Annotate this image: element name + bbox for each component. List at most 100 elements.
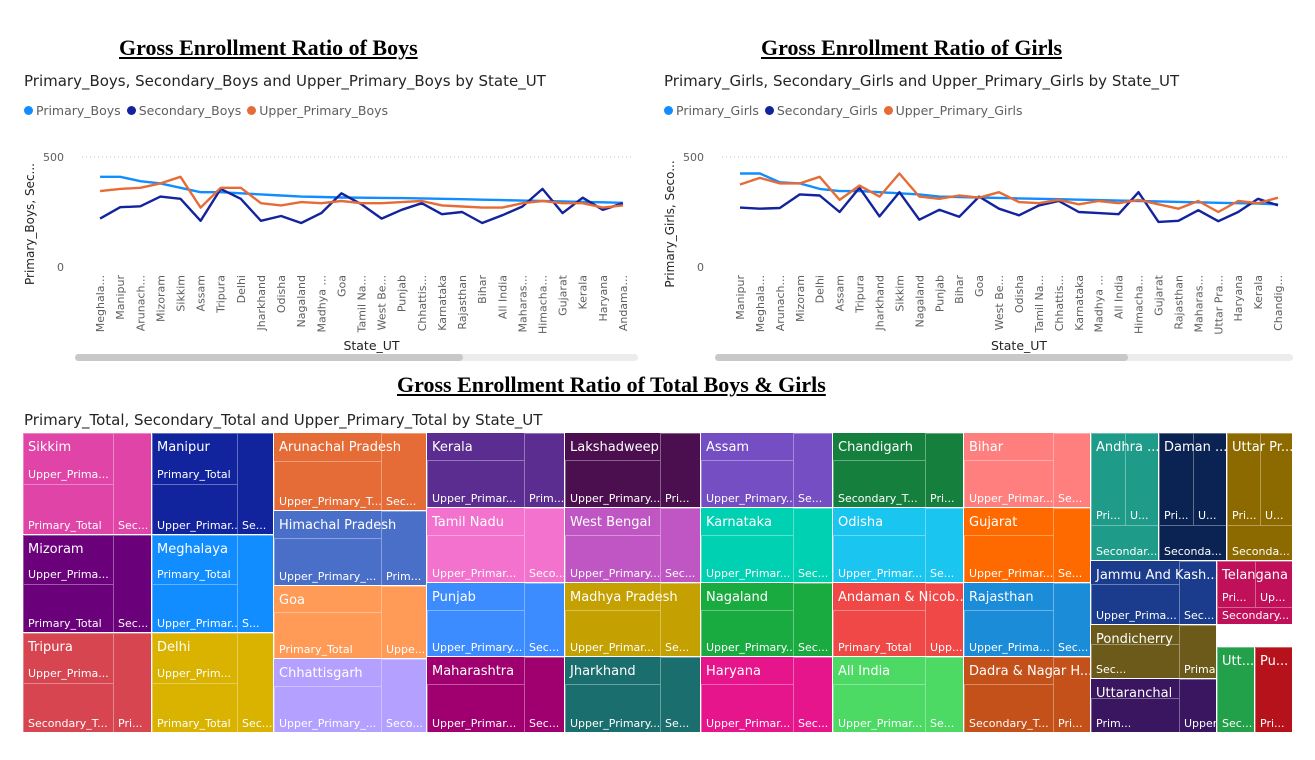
treemap-tile-nagaland[interactable]: Upper_Primary... Sec... Nagaland (701, 583, 833, 657)
girls-line-chart[interactable]: 0 500 Primary_Girls, Seco... Manipur Meghala… (660, 135, 1300, 360)
treemap-tile-madhya-pradesh[interactable]: Upper_Primar... Se... Madhya Pradesh (565, 583, 701, 657)
treemap-tile-himachal-pradesh[interactable]: Upper_Primary_... Prim... Himachal Pradesh (274, 511, 427, 586)
treemap-tile-all-india[interactable]: Upper_Primar... Se... All India (833, 657, 964, 733)
treemap-tile-andaman-nicob[interactable]: Primary_Total Upp... Andaman & Nicob... (833, 583, 964, 657)
treemap-tile-arunachal-pradesh[interactable]: Upper_Primary_T... Sec... Arunachal Prades… (274, 433, 427, 511)
treemap-subtile[interactable]: Sec... (524, 657, 564, 732)
treemap-tile-sikkim[interactable]: Upper_Prima... Primary_Total Sec... Sikkim (23, 433, 152, 535)
treemap-tile-delhi[interactable]: Upper_Prim... Primary_Total Sec... Delhi (152, 633, 274, 733)
treemap-subtile[interactable]: Pri... (113, 633, 151, 732)
treemap-subtile[interactable]: Sec... (113, 433, 151, 534)
treemap-tile-bihar[interactable]: Upper_Primar... Se... Bihar (964, 433, 1091, 508)
treemap-subtile[interactable]: Upper_Primary... (701, 610, 793, 656)
treemap-subtile[interactable]: Primary_Total (833, 610, 925, 656)
treemap-subtile[interactable]: Pri... (1159, 433, 1193, 525)
treemap-subtile[interactable]: Upper_Primar... (152, 584, 237, 632)
treemap-tile-dadra-nagar-h[interactable]: Secondary_T... Pri... Dadra & Nagar H... (964, 657, 1091, 733)
treemap-subtile[interactable]: Prim... (1091, 698, 1179, 732)
treemap-tile-gujarat[interactable]: Upper_Primar... Se... Gujarat (964, 508, 1091, 583)
treemap-tile-chhattisgarh[interactable]: Upper_Primary_... Seco... Chhattisgarh (274, 659, 427, 733)
treemap-tile-assam[interactable]: Upper_Primary... Se... Assam (701, 433, 833, 508)
boys-line-chart[interactable]: 0 500 Primary_Boys, Sec... Meghala... Manipu… (20, 135, 645, 360)
treemap-tile-mizoram[interactable]: Upper_Prima... Primary_Total Sec... Mizoram (23, 535, 152, 633)
treemap-tile-tripura[interactable]: Upper_Prima... Secondary_T... Pri... Tripur… (23, 633, 152, 733)
treemap-subtile[interactable]: Sec... (660, 508, 700, 582)
treemap-tile-odisha[interactable]: Upper_Primar... Se... Odisha (833, 508, 964, 583)
treemap-tile-kerala[interactable]: Upper_Primar... Prim... Kerala (427, 433, 565, 508)
treemap-subtile[interactable]: Se... (925, 657, 963, 732)
treemap-subtile[interactable]: Upper_Primary_T... (274, 461, 381, 510)
treemap-subtile[interactable]: Pri... (1227, 433, 1260, 525)
treemap-subtile[interactable]: Se... (660, 583, 700, 656)
treemap-subtile[interactable]: U... (1260, 433, 1292, 525)
treemap-tile-uttaranchal[interactable]: Prim... Upper_Pri... Uttaranchal (1091, 679, 1217, 733)
treemap-tile-utt[interactable]: Sec... Utt... (1217, 647, 1255, 733)
treemap-subtile[interactable]: Seconda... (1227, 525, 1292, 560)
treemap-subtile[interactable]: Upper_Primar... (964, 460, 1053, 507)
treemap-subtile[interactable]: Secondary_T... (964, 684, 1053, 732)
treemap-tile-telangana[interactable]: Pri... Up... Secondary... Telangana (1217, 561, 1293, 625)
treemap-tile-maharashtra[interactable]: Upper_Primar... Sec... Maharashtra (427, 657, 565, 733)
treemap-subtile[interactable]: Pri... (1255, 647, 1292, 732)
treemap-subtile[interactable]: Se... (925, 508, 963, 582)
series-line-upper-primary-boys[interactable] (99, 175, 624, 209)
treemap-subtile[interactable]: Secondary_T... (23, 683, 113, 732)
treemap-subtile[interactable]: Primary_Total (1179, 625, 1216, 678)
treemap-subtile[interactable]: Secondary_T... (833, 460, 925, 507)
treemap-subtile[interactable]: Se... (237, 433, 273, 534)
treemap-subtile[interactable]: Upper_Prim... (152, 633, 237, 683)
treemap-tile-manipur[interactable]: Primary_Total Upper_Primar... Se... Manipur (152, 433, 274, 535)
boys-scrollbar-thumb[interactable] (75, 354, 463, 361)
treemap-tile-goa[interactable]: Primary_Total Uppe... Goa (274, 586, 427, 659)
treemap-tile-pu[interactable]: Pri... Pu... (1255, 647, 1293, 733)
treemap-subtile[interactable]: U... (1125, 433, 1158, 525)
treemap-subtile[interactable]: Upper_Prima... (23, 633, 113, 683)
legend-item-primary-girls[interactable]: Primary_Girls (664, 103, 759, 118)
treemap-subtile[interactable]: Upper_Primar... (152, 484, 237, 534)
legend-item-upper-primary-girls[interactable]: Upper_Primary_Girls (883, 103, 1023, 118)
treemap-subtile[interactable]: Seconda... (1159, 525, 1226, 560)
treemap-subtile[interactable]: Up... (1255, 561, 1292, 607)
treemap-subtile[interactable]: Se... (1053, 508, 1090, 582)
treemap-subtile[interactable]: Upp... (925, 583, 963, 656)
treemap-subtile[interactable]: Uppe... (381, 586, 426, 658)
treemap-subtile[interactable]: Sec... (793, 508, 832, 582)
treemap-tile-tamil-nadu[interactable]: Upper_Primar... Seco... Tamil Nadu (427, 508, 565, 583)
treemap-subtile[interactable]: S... (237, 535, 273, 632)
treemap-subtile[interactable]: Seco... (524, 508, 564, 582)
treemap-subtile[interactable]: Sec... (524, 583, 564, 656)
treemap-subtile[interactable]: Sec... (381, 433, 426, 510)
treemap-subtile[interactable]: Upper_Primary... (565, 684, 660, 732)
boys-chart-scrollbar[interactable] (75, 354, 638, 361)
treemap-tile-chandigarh[interactable]: Secondary_T... Pri... Chandigarh (833, 433, 964, 508)
legend-item-primary-boys[interactable]: Primary_Boys (24, 103, 121, 118)
treemap-tile-rajasthan[interactable]: Upper_Prima... Sec... Rajasthan (964, 583, 1091, 657)
treemap-tile-andhra[interactable]: Pri... U... Secondar... Andhra ... (1091, 433, 1159, 561)
legend-item-secondary-boys[interactable]: Secondary_Boys (126, 103, 241, 118)
treemap-subtile[interactable]: Upper_Primar... (964, 535, 1053, 582)
treemap-subtile[interactable]: Prim... (524, 433, 564, 507)
legend-item-secondary-girls[interactable]: Secondary_Girls (764, 103, 878, 118)
treemap-tile-daman[interactable]: Pri... U... Seconda... Daman ... (1159, 433, 1227, 561)
treemap-tile-uttar-pr[interactable]: Pri... U... Seconda... Uttar Pr... (1227, 433, 1293, 561)
series-line-upper-primary-girls[interactable] (739, 172, 1279, 214)
treemap-subtile[interactable]: Sec... (1217, 647, 1254, 732)
treemap-subtile[interactable]: Primary_Total (23, 484, 113, 534)
treemap-subtile[interactable]: Upper_Primary... (565, 535, 660, 582)
treemap-subtile[interactable]: Upper_Primar... (427, 460, 524, 507)
treemap-tile-meghalaya[interactable]: Primary_Total Upper_Primar... S... Meghalay… (152, 535, 274, 633)
girls-scrollbar-thumb[interactable] (715, 354, 1128, 361)
treemap-subtile[interactable]: Upper_Primary... (427, 610, 524, 656)
treemap-subtile[interactable]: Sec... (793, 583, 832, 656)
treemap-tile-pondicherry[interactable]: Sec... Primary_Total Pondicherry (1091, 625, 1217, 679)
treemap-subtile[interactable]: Se... (793, 433, 832, 507)
treemap-subtile[interactable]: Primary_Total (152, 535, 237, 584)
treemap-subtile[interactable]: Se... (660, 657, 700, 732)
treemap-subtile[interactable]: Pri... (1053, 657, 1090, 732)
treemap-subtile[interactable]: Pri... (660, 433, 700, 507)
treemap-subtile[interactable]: Upper_Prima... (1091, 584, 1179, 624)
treemap-tile-west-bengal[interactable]: Upper_Primary... Sec... West Bengal (565, 508, 701, 583)
treemap-subtile[interactable]: Upper_Primary_... (274, 538, 381, 585)
treemap-tile-jharkhand[interactable]: Upper_Primary... Se... Jharkhand (565, 657, 701, 733)
treemap-subtile[interactable]: Upper_Prima... (23, 433, 113, 484)
